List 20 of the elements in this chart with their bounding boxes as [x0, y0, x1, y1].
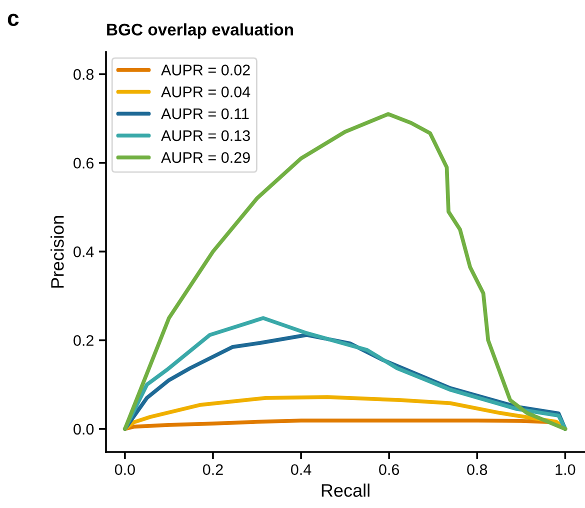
legend-label: AUPR = 0.04 [161, 86, 250, 98]
y-axis-title: Precision [50, 216, 64, 288]
x-tick-label: 1.0 [556, 464, 576, 476]
x-tick-label: 0.0 [114, 464, 135, 476]
x-tick-label: 0.2 [202, 464, 223, 476]
y-tick-label: 0.2 [74, 335, 94, 346]
text: c [8, 14, 19, 26]
y-tick-label: 0.6 [74, 158, 94, 169]
legend-label: AUPR = 0.13 [161, 130, 250, 142]
legend-label: AUPR = 0.29 [161, 152, 250, 163]
chart-title: BGC overlap evaluation [107, 23, 293, 39]
x-axis-title: Recall [322, 484, 370, 497]
x-tick-label: 0.6 [379, 464, 400, 476]
legend-label: AUPR = 0.02 [161, 64, 250, 76]
y-tick-label: 0.4 [74, 246, 94, 258]
legend-label: AUPR = 0.11 [161, 108, 249, 120]
x-tick-label: 0.8 [467, 464, 488, 476]
y-tick-label: 0.8 [74, 69, 94, 80]
y-tick-label: 0.0 [74, 424, 94, 435]
x-tick-label: 0.4 [291, 464, 312, 476]
